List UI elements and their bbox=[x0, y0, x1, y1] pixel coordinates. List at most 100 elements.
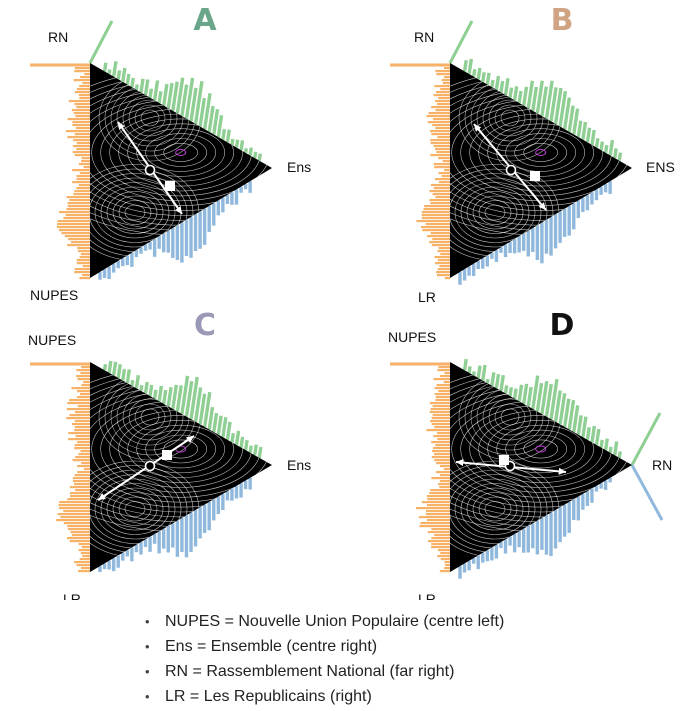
orange-bar bbox=[422, 229, 450, 232]
green-bar bbox=[212, 108, 220, 135]
orange-bar bbox=[439, 486, 450, 489]
orange-bar bbox=[74, 429, 90, 432]
orange-bar bbox=[439, 474, 450, 477]
green-bar bbox=[143, 381, 149, 394]
orange-bar bbox=[427, 121, 450, 124]
green-bar bbox=[212, 412, 219, 433]
arrowhead bbox=[456, 459, 464, 467]
orange-bar bbox=[66, 208, 90, 211]
legend-item-nupes: • NUPES = Nouvelle Union Populaire (centr… bbox=[145, 609, 665, 634]
contour bbox=[106, 191, 164, 234]
orange-bar bbox=[430, 202, 450, 205]
green-bar bbox=[499, 80, 505, 93]
arrowhead bbox=[186, 436, 194, 443]
vertex-label-top: NUPES bbox=[388, 329, 436, 345]
orange-bar bbox=[442, 160, 450, 163]
contour bbox=[460, 186, 530, 239]
green-bar bbox=[549, 378, 559, 420]
green-bar bbox=[171, 384, 179, 410]
orange-bar bbox=[433, 187, 450, 190]
orange-bar bbox=[76, 369, 90, 372]
orange-bar bbox=[436, 151, 450, 154]
orange-bar bbox=[69, 540, 90, 543]
green-bar bbox=[202, 391, 212, 428]
orange-bar bbox=[72, 459, 90, 462]
green-bar bbox=[221, 417, 228, 438]
orange-bar bbox=[71, 109, 90, 112]
bullet-icon: • bbox=[145, 689, 150, 704]
orange-bar bbox=[56, 519, 90, 522]
orange-bar bbox=[432, 124, 450, 127]
green-bar bbox=[125, 73, 131, 85]
orange-bar bbox=[70, 495, 90, 498]
green-bar bbox=[599, 141, 605, 151]
vertex-label-right: Ens bbox=[287, 159, 311, 175]
green-bar bbox=[157, 90, 163, 104]
green-bar bbox=[102, 62, 108, 72]
orange-bar bbox=[58, 504, 90, 507]
orange-bar bbox=[67, 205, 90, 208]
density-peak bbox=[175, 149, 187, 156]
orange-bar bbox=[437, 432, 450, 435]
contour bbox=[94, 478, 176, 540]
green-bar bbox=[107, 360, 113, 374]
green-bar bbox=[111, 361, 118, 376]
orange-bar bbox=[427, 540, 450, 543]
green-bar bbox=[230, 432, 236, 443]
green-bar bbox=[253, 444, 258, 456]
panel-letter: B bbox=[551, 3, 574, 38]
orange-bar bbox=[444, 67, 450, 70]
vertex-label-right: RN bbox=[652, 457, 672, 473]
orange-bar bbox=[77, 378, 90, 381]
green-bar bbox=[499, 374, 505, 392]
orange-bar bbox=[78, 543, 90, 546]
orange-bar bbox=[429, 190, 450, 193]
orange-histogram bbox=[390, 362, 450, 573]
green-bar bbox=[576, 120, 583, 138]
orange-bar bbox=[69, 486, 90, 489]
orange-bar bbox=[418, 516, 450, 519]
orange-bar bbox=[426, 429, 450, 432]
orange-bar bbox=[78, 250, 90, 253]
orange-bar bbox=[72, 169, 90, 172]
orange-bar bbox=[75, 489, 90, 492]
orange-bar bbox=[431, 543, 450, 546]
green-bar bbox=[162, 389, 168, 404]
green-bar bbox=[148, 384, 154, 397]
orange-bar bbox=[68, 432, 90, 435]
green-bar bbox=[134, 375, 141, 389]
contour bbox=[450, 474, 542, 544]
orange-bar bbox=[432, 414, 450, 417]
orange-bar bbox=[77, 247, 90, 250]
green-bar bbox=[585, 427, 591, 441]
green-bar bbox=[558, 90, 568, 127]
median-marker bbox=[162, 450, 172, 460]
contour bbox=[124, 204, 146, 221]
orange-bar bbox=[435, 127, 450, 130]
green-bar bbox=[476, 67, 482, 80]
green-bar bbox=[202, 93, 212, 130]
orange-bar bbox=[435, 196, 450, 199]
green-bar bbox=[116, 364, 122, 379]
orange-bar bbox=[425, 223, 450, 226]
orange-bar bbox=[435, 399, 450, 402]
legend-item-ens: • Ens = Ensemble (centre right) bbox=[145, 634, 665, 659]
contour bbox=[500, 408, 520, 426]
orange-bar bbox=[74, 411, 90, 414]
orange-bar bbox=[61, 232, 90, 235]
orange-bar bbox=[424, 205, 450, 208]
orange-bar bbox=[434, 453, 450, 456]
orange-bar bbox=[73, 79, 90, 82]
orange-bar bbox=[74, 420, 90, 423]
contour bbox=[454, 182, 536, 243]
orange-bar bbox=[444, 561, 450, 564]
mean-marker bbox=[144, 460, 156, 472]
green-bar bbox=[608, 139, 615, 156]
green-bar bbox=[517, 90, 523, 104]
contour bbox=[154, 434, 207, 464]
vertex-label-bottom: LR bbox=[418, 591, 436, 600]
green-bar bbox=[503, 78, 510, 96]
orange-bar bbox=[429, 492, 450, 495]
orange-bar bbox=[431, 456, 450, 459]
orange-bar bbox=[437, 103, 450, 106]
